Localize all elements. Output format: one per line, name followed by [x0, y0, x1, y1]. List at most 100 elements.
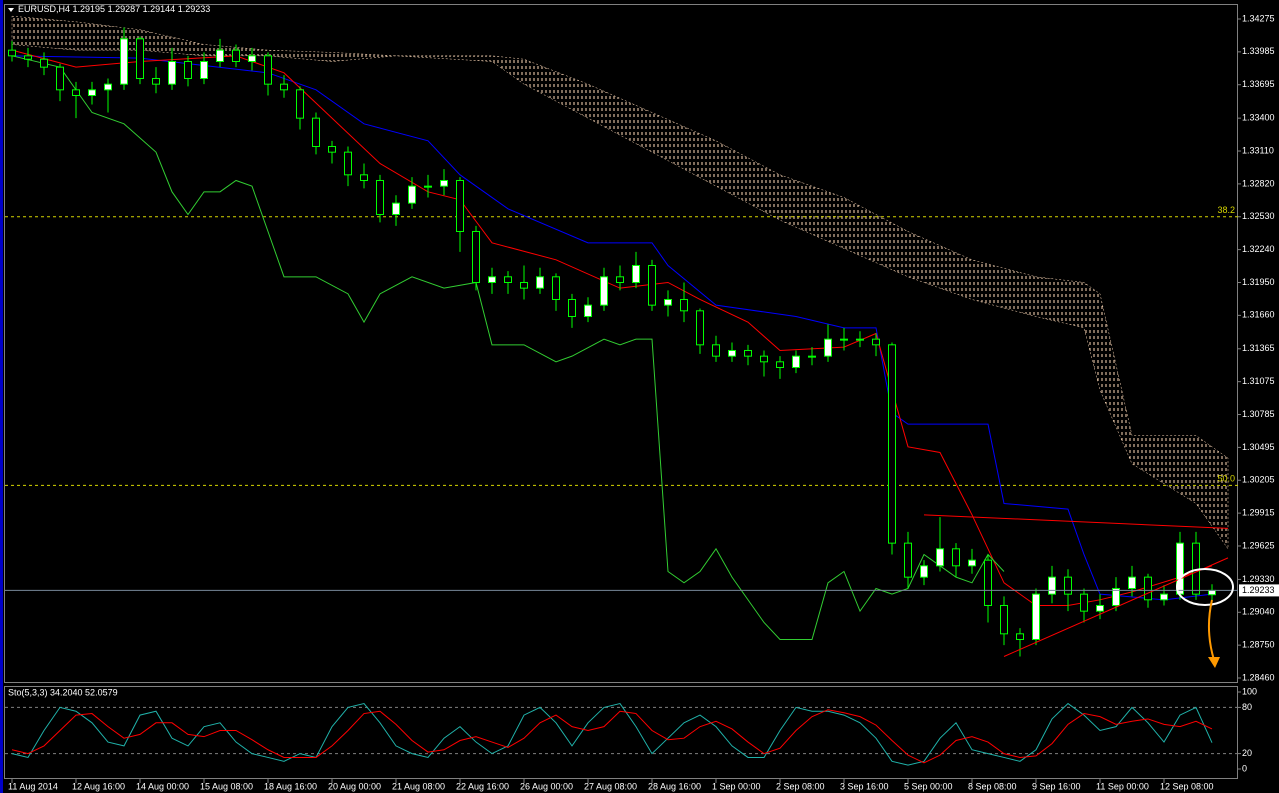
stoch-line — [11, 702, 1213, 766]
y-tick-label: 1.28750 — [1242, 640, 1275, 650]
candle-body — [1208, 589, 1216, 596]
y-tick-label: 100 — [1242, 686, 1257, 696]
candle-body — [120, 38, 128, 85]
candle-body — [376, 179, 384, 215]
header-high: 1.29287 — [108, 4, 141, 14]
candle-body — [568, 298, 576, 317]
candle-body — [1032, 593, 1040, 640]
x-tick-label: 12 Sep 08:00 — [1160, 781, 1214, 791]
candle-body — [520, 281, 528, 289]
candle-body — [904, 542, 912, 578]
candle-body — [24, 55, 32, 60]
y-tick-label: 1.33400 — [1242, 113, 1275, 123]
candle-body — [808, 355, 816, 358]
x-tick-label: 8 Sep 08:00 — [968, 781, 1017, 791]
x-tick-label: 3 Sep 16:00 — [840, 781, 889, 791]
candle-body — [248, 55, 256, 62]
y-tick-label: 1.32240 — [1242, 244, 1275, 254]
x-tick-label: 15 Aug 08:00 — [200, 781, 253, 791]
ichimoku-cloud — [11, 15, 1229, 550]
candle-body — [40, 58, 48, 68]
y-tick-label: 1.33695 — [1242, 79, 1275, 89]
y-tick-label: 1.30205 — [1242, 475, 1275, 485]
stoch-line — [11, 709, 1213, 764]
y-tick-label: 1.32820 — [1242, 178, 1275, 188]
chart-header: EURUSD,H4 1.29195 1.29287 1.29144 1.2923… — [18, 4, 210, 14]
candle-body — [952, 548, 960, 567]
candle-body — [600, 276, 608, 306]
candle-body — [440, 179, 448, 187]
y-tick-label: 1.31365 — [1242, 343, 1275, 353]
candle-body — [968, 559, 976, 567]
y-tick-label: 1.31075 — [1242, 376, 1275, 386]
indicator-line — [11, 55, 1005, 640]
header-close: 1.29233 — [178, 4, 211, 14]
x-tick-label: 2 Sep 08:00 — [776, 781, 825, 791]
y-tick-label: 1.31950 — [1242, 277, 1275, 287]
candle-body — [984, 559, 992, 606]
window-edge — [0, 0, 3, 793]
fib-label: 38.2 — [1217, 205, 1235, 215]
candle-body — [392, 202, 400, 215]
x-tick-label: 28 Aug 16:00 — [648, 781, 701, 791]
y-tick-label: 1.29330 — [1242, 574, 1275, 584]
x-tick-label: 20 Aug 00:00 — [328, 781, 381, 791]
fib-label: 50.0 — [1217, 474, 1235, 484]
candle-body — [280, 83, 288, 91]
stoch-panel-frame — [4, 686, 1238, 779]
candle-body — [872, 338, 880, 346]
y-tick-label: 1.30495 — [1242, 442, 1275, 452]
candle-body — [264, 55, 272, 85]
candle-body — [584, 304, 592, 317]
x-tick-label: 18 Aug 16:00 — [264, 781, 317, 791]
candle-body — [8, 49, 16, 57]
candle-body — [1112, 587, 1120, 606]
candle-body — [408, 185, 416, 204]
candle-body — [136, 38, 144, 79]
symbol: EURUSD,H4 — [18, 4, 70, 14]
y-tick-label: 20 — [1242, 748, 1252, 758]
x-tick-label: 27 Aug 08:00 — [584, 781, 637, 791]
x-tick-label: 12 Aug 16:00 — [72, 781, 125, 791]
candle-body — [168, 60, 176, 85]
menu-arrow[interactable] — [8, 8, 14, 12]
y-tick-label: 1.29040 — [1242, 607, 1275, 617]
main-panel-frame — [4, 4, 1238, 683]
candle-body — [728, 349, 736, 357]
candle-body — [184, 60, 192, 79]
header-open: 1.29195 — [73, 4, 106, 14]
candle-body — [648, 264, 656, 306]
candle-body — [488, 276, 496, 283]
candle-body — [632, 264, 640, 283]
candle-body — [616, 276, 624, 283]
candle-body — [552, 276, 560, 300]
candle-body — [1080, 593, 1088, 612]
candle-body — [216, 49, 224, 62]
candle-body — [1128, 576, 1136, 589]
price-label: 1.29233 — [1242, 585, 1275, 595]
candle-body — [760, 355, 768, 363]
x-tick-label: 11 Sep 00:00 — [1096, 781, 1149, 791]
y-tick-label: 1.33985 — [1242, 46, 1275, 56]
candle-body — [536, 276, 544, 289]
candle-body — [840, 338, 848, 341]
y-tick-label: 1.33110 — [1242, 145, 1274, 155]
candle-body — [920, 565, 928, 578]
candle-body — [472, 230, 480, 283]
candle-body — [456, 179, 464, 232]
candle-body — [776, 361, 784, 368]
candle-body — [1048, 576, 1056, 595]
candle-body — [88, 89, 96, 96]
candle-body — [360, 174, 368, 181]
y-tick-label: 1.30785 — [1242, 409, 1275, 419]
x-tick-label: 22 Aug 16:00 — [456, 781, 509, 791]
candle-body — [232, 49, 240, 62]
indicator-line — [11, 49, 1213, 606]
candle-body — [888, 344, 896, 544]
candle-body — [712, 344, 720, 357]
candle-body — [152, 77, 160, 85]
candle-body — [1096, 604, 1104, 612]
stoch-title: Sto(5,3,3) 34.2040 52.0579 — [8, 687, 118, 697]
candle-body — [1160, 593, 1168, 601]
